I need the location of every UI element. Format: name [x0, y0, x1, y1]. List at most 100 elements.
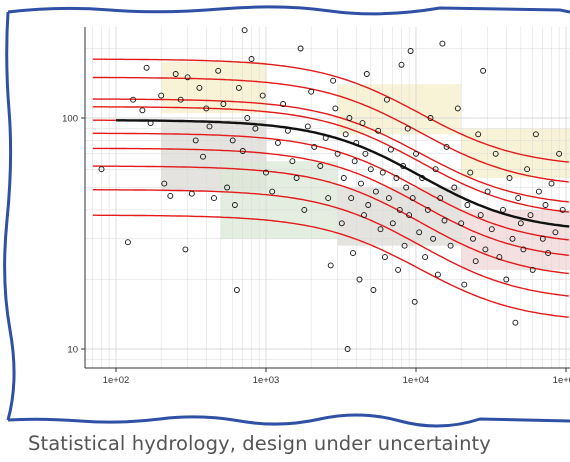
data-point — [467, 169, 474, 176]
data-point — [416, 229, 423, 236]
data-point — [211, 195, 217, 202]
quantile-curve — [92, 147, 569, 256]
data-point — [325, 195, 332, 202]
data-point — [317, 163, 324, 169]
range-boxes — [161, 61, 570, 270]
data-point — [224, 184, 231, 191]
data-point — [488, 226, 495, 233]
data-point — [284, 127, 291, 134]
data-point — [524, 166, 531, 173]
quantile-curve — [92, 132, 569, 241]
data-points — [98, 27, 566, 352]
data-point — [244, 115, 251, 121]
data-point — [411, 298, 418, 305]
data-point — [542, 202, 549, 208]
data-point — [451, 184, 458, 191]
data-point — [280, 101, 287, 107]
data-point — [506, 175, 513, 181]
data-point — [475, 131, 482, 138]
data-point — [387, 146, 394, 153]
data-point — [188, 190, 195, 197]
data-point — [377, 226, 384, 233]
data-point — [252, 125, 259, 132]
quantile-curves — [92, 58, 570, 318]
frame-bottom-edge — [7, 413, 570, 428]
x-tick-label: 1e+05 — [553, 375, 570, 386]
quantile-curve — [92, 165, 569, 275]
data-point — [517, 220, 524, 227]
data-point — [447, 242, 454, 249]
y-tick-label: 100 — [62, 114, 78, 125]
x-tick-label: 1e+04 — [403, 375, 430, 386]
data-point — [311, 143, 318, 150]
x-tick-label: 1e+03 — [253, 375, 280, 386]
data-point — [383, 96, 390, 103]
data-point — [274, 139, 281, 146]
data-point — [353, 139, 360, 146]
quantile-curve — [92, 189, 569, 297]
data-point — [503, 276, 510, 283]
quantile-curve — [92, 214, 569, 318]
quantile-curve — [92, 76, 569, 183]
data-point — [334, 150, 341, 157]
data-point — [458, 220, 465, 227]
data-point — [472, 258, 479, 265]
data-point — [182, 246, 189, 253]
range-box — [161, 61, 266, 114]
data-point — [327, 262, 334, 269]
quantile-curve — [92, 106, 569, 213]
data-point — [147, 120, 154, 127]
data-point — [482, 246, 489, 253]
data-point — [480, 67, 487, 74]
data-point — [379, 169, 386, 176]
x-axis-ticks: 1e+02 1e+03 1e+04 1e+05 — [103, 368, 570, 386]
data-point — [419, 175, 426, 181]
data-point — [338, 220, 345, 227]
data-point — [413, 150, 419, 157]
data-point — [235, 84, 242, 91]
data-point — [184, 74, 191, 81]
data-point — [130, 96, 137, 103]
data-point — [395, 266, 402, 273]
data-point — [344, 346, 351, 352]
y-tick-label: 10 — [67, 345, 78, 356]
data-point — [348, 195, 355, 202]
data-point — [346, 115, 353, 121]
data-point — [509, 235, 516, 242]
data-point — [372, 188, 379, 195]
data-point — [437, 195, 444, 202]
data-point — [308, 88, 315, 95]
data-point — [403, 184, 410, 191]
data-point — [139, 107, 146, 114]
data-point — [454, 105, 461, 112]
data-point — [263, 169, 269, 176]
data-point — [439, 40, 446, 47]
data-point — [322, 134, 329, 141]
data-point — [231, 202, 238, 208]
data-point — [330, 77, 337, 84]
data-point — [515, 195, 522, 202]
data-point — [350, 250, 356, 257]
data-point — [98, 166, 105, 173]
data-point — [203, 105, 210, 112]
data-point — [500, 206, 506, 213]
data-point — [342, 131, 349, 138]
data-point — [365, 202, 372, 208]
data-point — [220, 101, 227, 107]
median-curve — [116, 119, 570, 228]
y-axis-ticks: 10 100 — [62, 114, 85, 356]
data-point — [370, 287, 377, 293]
data-point — [496, 254, 503, 261]
data-point — [396, 206, 403, 213]
data-point — [332, 105, 339, 112]
data-point — [427, 115, 434, 121]
scatter-plot: 1e+02 1e+03 1e+04 1e+05 10 100 — [62, 27, 570, 386]
data-point — [233, 287, 240, 293]
data-point — [404, 125, 411, 132]
data-point — [443, 143, 450, 150]
data-point — [393, 175, 400, 181]
data-point — [177, 96, 184, 103]
frame-left-edge — [3, 11, 16, 421]
data-point — [477, 212, 484, 219]
